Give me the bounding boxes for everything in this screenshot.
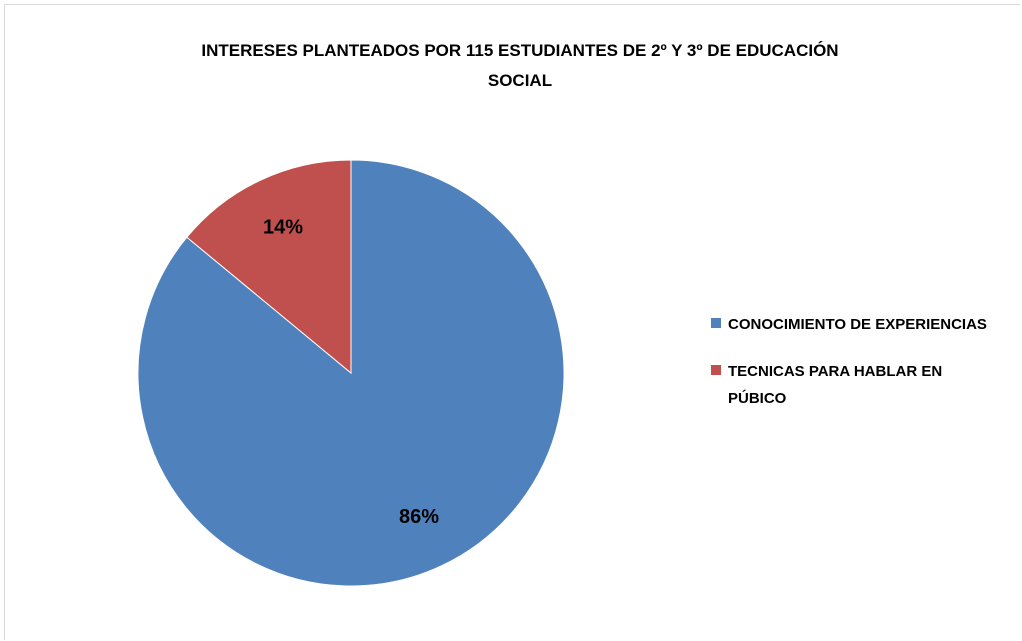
legend-item: TECNICAS PARA HABLAR EN PÚBICO [711,358,993,412]
chart-frame [4,4,1020,640]
legend: CONOCIMIENTO DE EXPERIENCIAS TECNICAS PAR… [711,311,993,432]
pie-slice [186,159,352,375]
legend-item: CONOCIMIENTO DE EXPERIENCIAS [711,311,993,338]
legend-swatch [711,365,721,375]
chart-title: INTERESES PLANTEADOS POR 115 ESTUDIANTES… [201,41,839,90]
legend-label: CONOCIMIENTO DE EXPERIENCIAS [728,316,987,333]
legend-swatch [711,318,721,328]
data-label: 14% [263,217,303,239]
legend-label: TECNICAS PARA HABLAR EN PÚBICO [728,363,943,407]
data-label: 86% [399,506,439,528]
